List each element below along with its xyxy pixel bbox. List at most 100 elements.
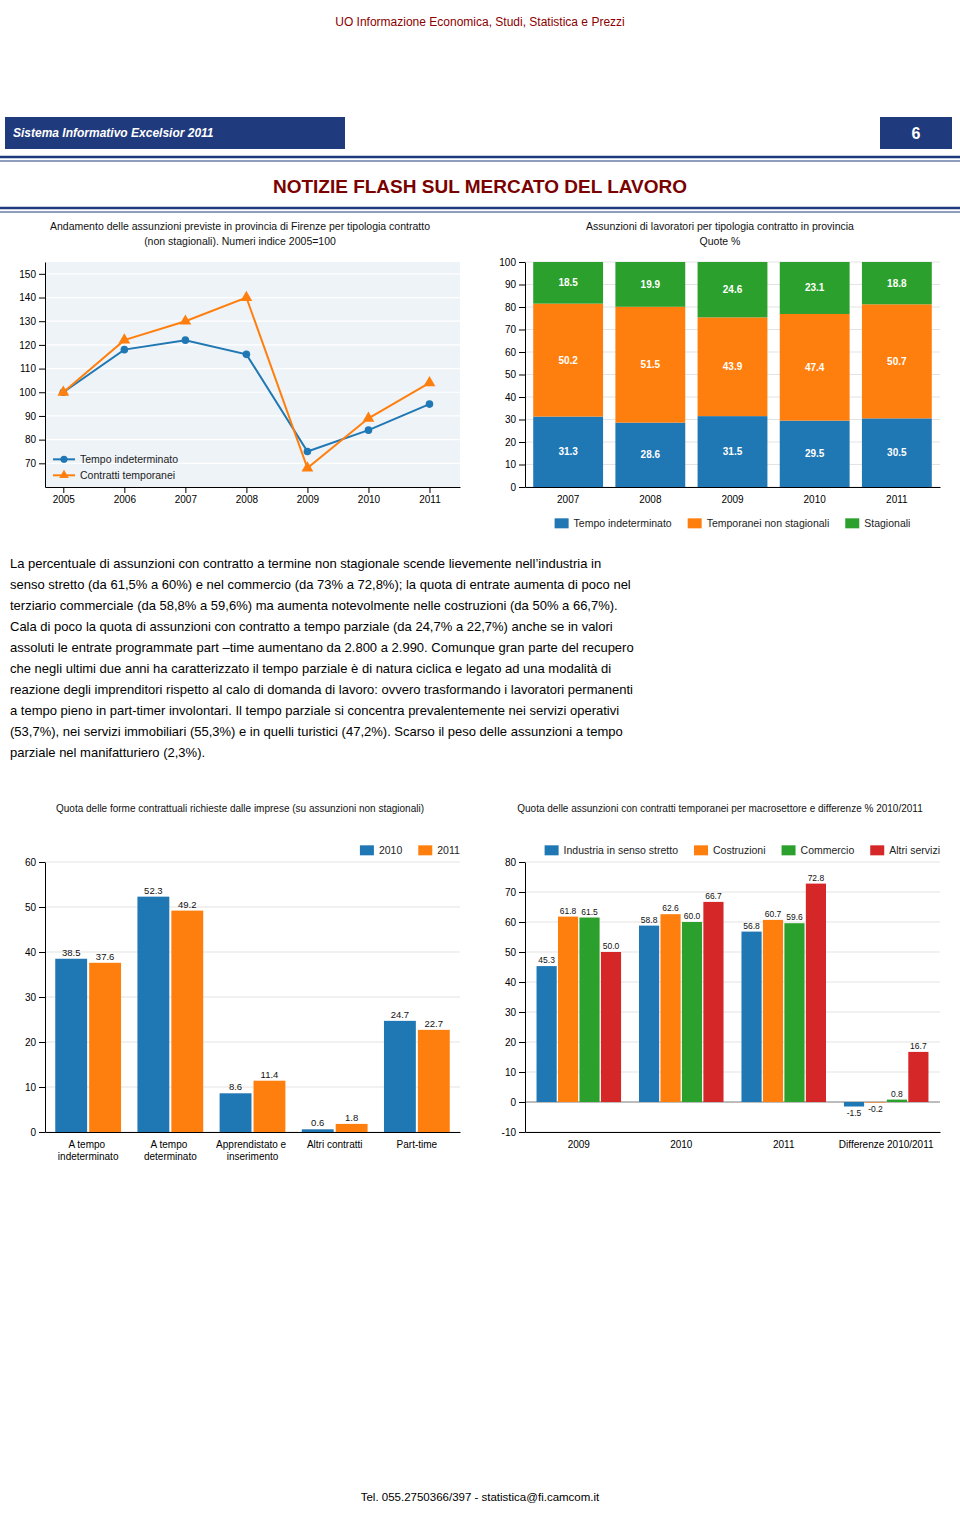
grid-line (45, 862, 460, 863)
tick-mark (519, 420, 525, 421)
tick: 30 (25, 992, 45, 1003)
text-body: La percentuale di assunzioni con contrat… (10, 556, 634, 760)
tick-mark (185, 487, 186, 493)
tick-label: 0 (30, 1127, 36, 1138)
data-label: 49.2 (178, 899, 197, 910)
tick: 50 (505, 369, 525, 380)
legend-label: Industria in senso stretto (564, 844, 679, 856)
tick-label: Part-time (397, 1139, 438, 1150)
grid-line (45, 273, 460, 274)
tick: 30 (505, 1007, 525, 1018)
body-text: parziale nel manifatturiero (2,3%). (10, 745, 205, 760)
footer: Tel. 055.2750366/397 - statistica@fi.cam… (361, 1491, 600, 1503)
tick-mark (519, 487, 525, 488)
tick: 60 (505, 917, 525, 928)
body-text: Cala di poco la quota di assunzioni con … (10, 619, 613, 634)
bar (887, 1100, 907, 1102)
tick-mark (519, 397, 525, 398)
data-label: 18.8 (887, 278, 907, 289)
tick-label: 20 (25, 1037, 37, 1048)
x-axis: 200920102011Differenze 2010/2011 (526, 1133, 941, 1151)
legend-label: 2011 (437, 844, 460, 856)
tick: 70 (25, 458, 45, 469)
legend-swatch (545, 845, 559, 855)
marker (179, 314, 191, 324)
tick-mark (519, 952, 525, 953)
chart: 7080901001101201301401502005200620072008… (19, 262, 460, 505)
tick-label: 60 (25, 857, 37, 868)
tick-label-line: A tempo (68, 1139, 107, 1150)
data-label: 31.5 (723, 446, 743, 457)
marks (57, 291, 435, 472)
tick-label: 0 (510, 1097, 516, 1108)
marker (424, 376, 436, 386)
data-label: 24.7 (391, 1009, 410, 1020)
page-svg: UO Informazione Economica, Studi, Statis… (0, 0, 960, 1514)
data-label: 8.6 (229, 1081, 242, 1092)
marker (365, 426, 373, 434)
tick-label: 0 (510, 482, 516, 493)
grid-line (45, 415, 460, 416)
data-label: 60.0 (684, 911, 701, 921)
bar (844, 1102, 864, 1107)
data-label: 37.6 (96, 951, 115, 962)
tick: 2009 (721, 494, 744, 505)
data-label: -0.2 (868, 1104, 883, 1114)
data-label: 62.6 (662, 903, 679, 913)
data-label: 50.7 (887, 356, 907, 367)
tick: 100 (499, 257, 525, 268)
tick-label-line: A tempo (151, 1139, 190, 1150)
legend-item: Costruzioni (694, 844, 766, 856)
tick-mark (39, 862, 45, 863)
tick-mark (39, 298, 45, 299)
tick: 0 (510, 482, 525, 493)
tick-label: 120 (19, 340, 36, 351)
data-label: 22.7 (425, 1018, 444, 1029)
body-text: senso stretto (da 61,5% a 60%) e nel com… (10, 577, 631, 592)
grid-line (45, 392, 460, 393)
body-text: che negli ultimi due anni ha caratterizz… (10, 661, 611, 676)
tick-label: 100 (499, 257, 516, 268)
tick-mark (519, 892, 525, 893)
tick-label: A tempo determinato (144, 1139, 197, 1162)
data-labels: 31.328.631.529.530.550.251.543.947.450.7… (558, 277, 907, 460)
data-label: 61.8 (560, 906, 577, 916)
marker (121, 346, 129, 354)
data-labels: 45.358.856.8-1.561.862.660.7-0.261.560.0… (538, 873, 927, 1119)
bar (784, 923, 804, 1102)
bar (533, 262, 603, 304)
data-label: 45.3 (538, 955, 555, 965)
tick: 70 (505, 324, 525, 335)
data-label: 1.8 (345, 1112, 358, 1123)
tick-label: 80 (25, 434, 37, 445)
grid (45, 862, 460, 1132)
bar (698, 416, 768, 487)
tick: 130 (19, 316, 45, 327)
bar (220, 1093, 252, 1132)
tick-mark (39, 1087, 45, 1088)
page-background (0, 0, 960, 1514)
grid-line (45, 344, 460, 345)
chart: -1001020304050607080200920102011Differen… (502, 844, 941, 1150)
divider (0, 161, 960, 162)
chart-title: Assunzioni di lavoratori per tipologia c… (586, 220, 854, 232)
body-text: a tempo pieno in part-timer involontari.… (10, 703, 619, 718)
axis-line (525, 863, 526, 1133)
tick-mark (39, 1132, 45, 1133)
tick-mark (39, 369, 45, 370)
divider (0, 207, 960, 210)
tick-label: 2009 (568, 1139, 591, 1150)
tick: 2006 (114, 487, 137, 505)
tick-label: 2011 (886, 494, 908, 505)
tick-label: 2008 (639, 494, 662, 505)
legend-swatch (694, 845, 708, 855)
tick-label-line: determinato (144, 1151, 197, 1162)
tick-mark (519, 352, 525, 353)
bar (601, 952, 621, 1102)
data-label: 50.0 (603, 941, 620, 951)
tick: 60 (25, 857, 45, 868)
tick-label: 130 (19, 316, 36, 327)
divider (0, 212, 960, 213)
bar (865, 1102, 885, 1104)
tick: 50 (505, 947, 525, 958)
